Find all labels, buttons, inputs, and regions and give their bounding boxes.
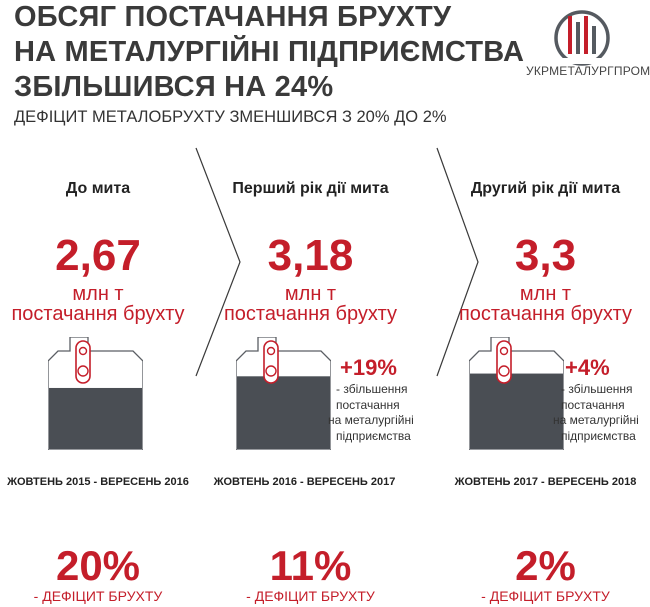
period-column-1: До мита 2,67 млн т постачання брухту ЖОВ… — [0, 0, 196, 607]
subtitle: ДЕФІЦИТ МЕТАЛОБРУХТУ ЗМЕНШИВСЯ З 20% ДО … — [14, 108, 447, 126]
change-pct: +4% — [565, 355, 610, 380]
period-heading: Перший рік дії мита — [232, 180, 389, 197]
deficit-label: - ДЕФІЦИТ БРУХТУ — [481, 588, 610, 604]
unit-label: млн т — [72, 283, 124, 305]
value-label: постачання брухту — [223, 303, 398, 325]
period-column-3: Другий рік дії мита 3,3 млн т постачання… — [441, 0, 650, 607]
deficit-value: 20% — [55, 542, 141, 589]
change-desc-line: - збільшення — [561, 382, 633, 396]
period-heading: До мита — [65, 180, 131, 197]
period-dates: ЖОВТЕНЬ 2017 - ВЕРЕСЕНЬ 2018 — [454, 476, 637, 488]
scrap-bucket-icon — [236, 337, 331, 450]
logo-text: УКРМЕТАЛУРГПРОМ — [526, 64, 650, 78]
period-dates: ЖОВТЕНЬ 2015 - ВЕРЕСЕНЬ 2016 — [7, 476, 189, 488]
unit-label: млн т — [519, 283, 572, 305]
company-logo-icon — [554, 10, 610, 66]
change-desc: - збільшення постачання на металургійні … — [328, 382, 414, 444]
change-desc-line: на металургійні — [328, 413, 414, 427]
supply-value: 2,67 — [55, 231, 141, 280]
scrap-fill — [237, 376, 330, 449]
period-dates: ЖОВТЕНЬ 2016 - ВЕРЕСЕНЬ 2017 — [213, 476, 396, 488]
change-desc-line: - збільшення — [336, 382, 408, 396]
deficit-label: - ДЕФІЦИТ БРУХТУ — [33, 588, 163, 604]
deficit-value: 11% — [269, 542, 352, 589]
period-heading: Другий рік дії мита — [470, 180, 621, 197]
page-title: ОБСЯГ ПОСТАЧАННЯ БРУХТУ НА МЕТАЛУРГІЙНІ … — [14, 0, 525, 105]
scrap-fill — [470, 373, 563, 449]
title-line-1: ОБСЯГ ПОСТАЧАННЯ БРУХТУ — [14, 1, 452, 33]
deficit-label: - ДЕФІЦИТ БРУХТУ — [246, 588, 375, 604]
change-desc-line: на металургійні — [553, 413, 639, 427]
change-pct: +19% — [340, 355, 397, 380]
unit-label: млн т — [284, 283, 337, 305]
value-label: постачання брухту — [11, 303, 185, 325]
value-label: постачання брухту — [458, 303, 633, 325]
change-desc-line: підприємства — [336, 428, 411, 443]
title-line-3: ЗБІЛЬШИВСЯ НА 24% — [14, 71, 334, 103]
change-desc-line: підприємства — [561, 428, 636, 443]
change-desc: - збільшення постачання на металургійні … — [553, 382, 639, 444]
period-column-2: Перший рік дії мита 3,18 млн т постачанн… — [200, 0, 437, 607]
scrap-fill — [49, 387, 142, 449]
scrap-bucket-icon — [469, 337, 564, 450]
title-line-2: НА МЕТАЛУРГІЙНІ ПІДПРИЄМСТВА — [14, 36, 525, 68]
change-desc-line: постачання — [336, 397, 400, 412]
supply-value: 3,18 — [267, 231, 354, 280]
deficit-value: 2% — [515, 542, 576, 589]
change-desc-line: постачання — [561, 397, 625, 412]
scrap-bucket-icon — [48, 337, 143, 450]
supply-value: 3,3 — [514, 231, 577, 280]
